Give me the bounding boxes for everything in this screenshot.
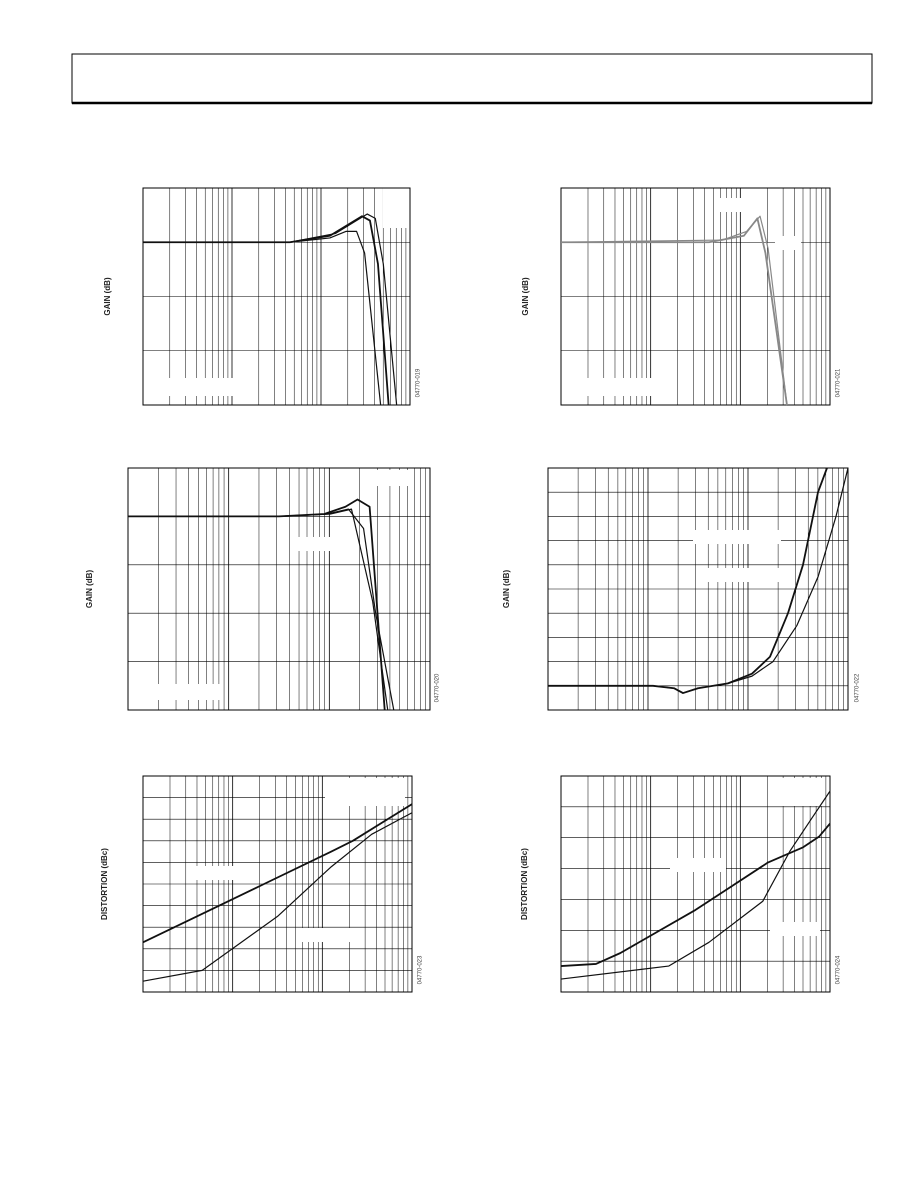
curve [143,213,398,406]
plot-frame [127,467,431,711]
figure-code: 04770-024 [836,955,842,984]
curve [142,812,413,982]
figure: DISTORTION (dBc) 04770-023 [100,775,424,993]
label-area [670,858,726,872]
plot-frame [560,775,831,993]
y-axis-label: DISTORTION (dBc) [100,848,109,920]
curve [548,467,828,694]
label-area [693,530,781,544]
figure: DISTORTION (dBc) 04770-024 [520,775,842,993]
curve [128,508,389,711]
plot-frame [547,467,849,711]
curve [143,215,390,406]
figure: GAIN (dB) 04770-020 [85,467,441,711]
curve [548,467,849,694]
figure: GAIN (dB) 04770-021 [521,187,842,406]
curve [560,215,788,406]
label-area [375,470,410,486]
figure: GAIN (dB) 04770-019 [103,187,422,406]
figure-code: 04770-019 [416,368,422,397]
figure-code: 04770-023 [418,955,424,984]
y-axis-label: GAIN (dB) [502,570,511,609]
label-area [770,922,820,936]
curve [143,230,382,406]
figure-code: 04770-021 [836,368,842,397]
y-axis-label: GAIN (dB) [85,570,94,609]
curve [560,790,831,980]
label-area [298,928,350,942]
curve [561,217,788,406]
y-axis-label: GAIN (dB) [103,277,112,316]
label-area [168,378,238,396]
figure-code: 04770-020 [435,673,441,702]
label-area [155,684,221,700]
curve [142,803,413,944]
plot-frame [142,775,413,993]
figure: GAIN (dB) 04770-022 [502,467,861,711]
label-area [703,568,783,582]
header-box [71,53,873,104]
label-area [195,866,235,880]
label-area [718,198,744,212]
label-area [586,378,656,396]
label-area [325,778,405,806]
plot-frame [142,187,411,406]
curve [128,498,386,711]
curve [128,508,395,711]
y-axis-label: DISTORTION (dBc) [520,848,529,920]
plot-frame [560,187,831,406]
label-area [295,537,339,551]
label-area [775,236,801,250]
figure-code: 04770-022 [855,673,861,702]
label-area [770,778,825,806]
y-axis-label: GAIN (dB) [521,277,530,316]
curve [560,822,831,967]
label-area [383,188,410,228]
